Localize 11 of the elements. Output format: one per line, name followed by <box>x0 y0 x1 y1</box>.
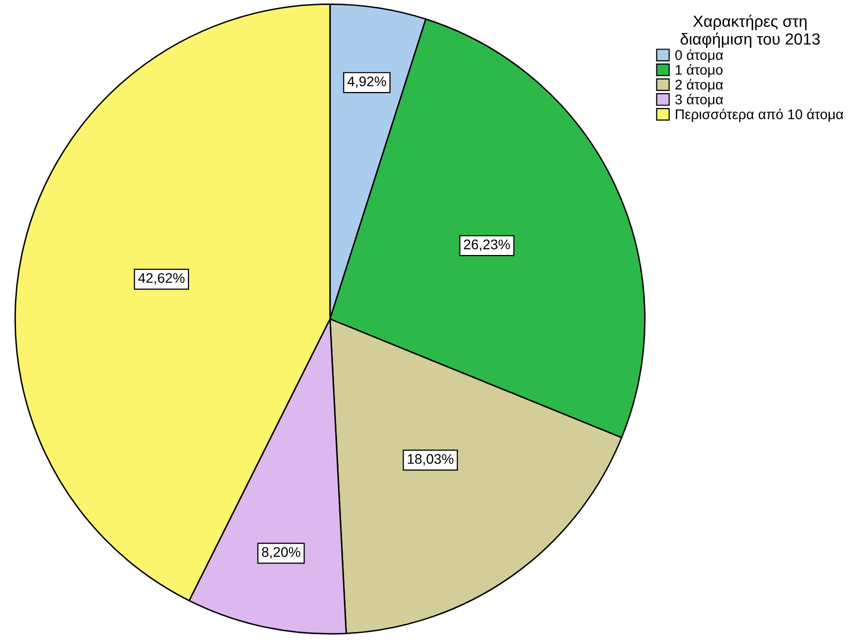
legend-label: 1 άτομο <box>676 64 723 78</box>
legend-label: 0 άτομα <box>675 49 723 62</box>
legend-label: Περισσότερα από 10 άτομα <box>676 108 844 122</box>
data-label: 18,03% <box>408 454 454 466</box>
legend-label: 2 άτομα <box>675 78 723 92</box>
data-label: 42,62% <box>138 273 185 285</box>
legend-title: Χαρακτήρες στη διαφήμιση του 2013 <box>680 14 820 48</box>
data-label: 4,92% <box>347 76 386 88</box>
data-label: 26,23% <box>464 240 510 251</box>
data-label: 8,20% <box>262 547 300 559</box>
legend-label: 3 άτομα <box>675 94 723 107</box>
